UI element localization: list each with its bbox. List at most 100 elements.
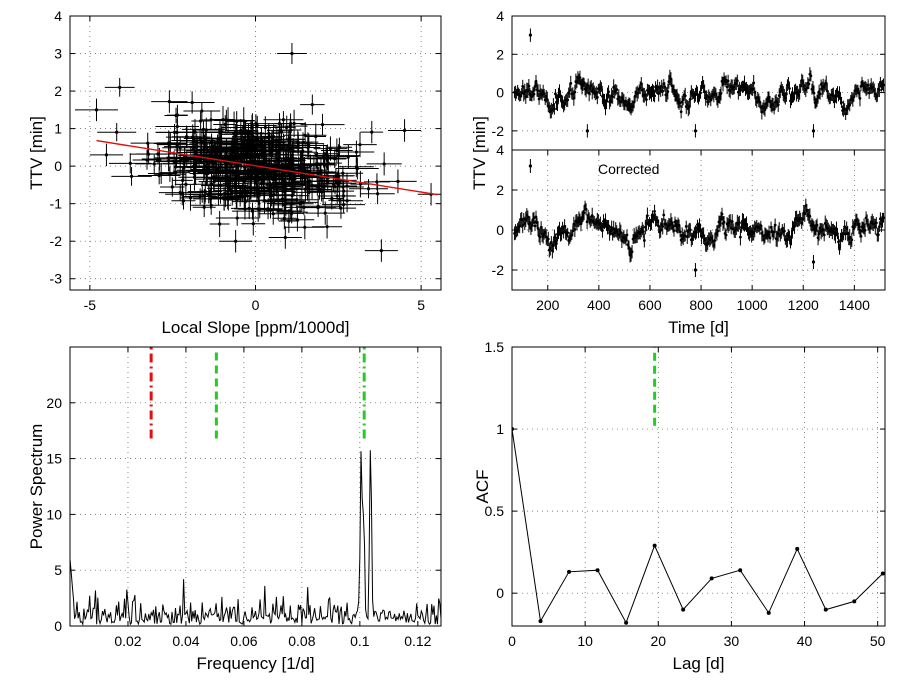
power-y-tick-label: 20 (46, 395, 62, 411)
ttv-x-axis-label: Time [d] (668, 318, 729, 337)
scatter-point (276, 147, 298, 168)
scatter-point-marker (376, 192, 380, 196)
scatter-point-marker (258, 207, 262, 211)
ttv_corrected-point (803, 212, 807, 216)
ttv_raw-point (566, 98, 570, 102)
power-x-tick-label: 0.06 (230, 633, 257, 649)
scatter-point-marker (255, 123, 259, 128)
scatter-outlier-point (89, 143, 123, 167)
scatter-outlier-point-marker (167, 99, 171, 104)
ttv_raw-points (513, 28, 885, 138)
scatter-point-marker (215, 146, 220, 150)
ttv_corrected-point (859, 234, 863, 238)
scatter-point-marker (266, 136, 270, 140)
scatter-point-marker (271, 145, 275, 149)
scatter-point-marker (128, 161, 132, 165)
ttv_corrected-point (730, 220, 734, 224)
scatter-point (97, 123, 137, 142)
scatter-point-marker (254, 171, 258, 175)
acf-x-tick-label: 30 (724, 633, 740, 649)
ttv_raw-point (776, 103, 780, 107)
scatter-point (209, 109, 244, 131)
scatter-point-marker (243, 200, 248, 204)
scatter-point-marker (229, 188, 233, 192)
ttv_raw-point (784, 92, 788, 96)
scatter-outlier-point-marker (118, 85, 122, 89)
power-series (70, 347, 441, 626)
acf-plot-area (512, 347, 885, 626)
acf-point (823, 607, 828, 612)
ttv_corrected-point (601, 228, 604, 232)
ttv_raw-point (607, 90, 610, 94)
scatter-point-marker (287, 162, 291, 166)
ttv_raw-point (693, 129, 698, 133)
scatter-point-marker (277, 174, 281, 179)
scatter-point (204, 134, 231, 161)
scatter-point (180, 184, 201, 211)
ttv_raw-y-tick-label: 2 (496, 46, 504, 62)
scatter-point (348, 179, 389, 199)
scatter-outlier-point (268, 226, 302, 249)
scatter-point-marker (218, 130, 222, 135)
scatter-point (135, 154, 174, 174)
ttv_raw-point (812, 91, 816, 95)
scatter-point (221, 184, 251, 209)
ttv_corrected-point (566, 231, 570, 235)
scatter-point-marker (337, 198, 342, 202)
acf-x-tick-label: 40 (797, 633, 813, 649)
scatter-point-marker (312, 163, 316, 167)
scatter-outlier-point (364, 239, 398, 262)
scatter-point-marker (281, 118, 286, 122)
scatter-point-marker (228, 179, 232, 183)
power-frame (69, 346, 442, 627)
scatter-point-marker (221, 170, 225, 174)
scatter-outlier-point-marker (94, 108, 99, 112)
scatter-point-marker (202, 205, 206, 209)
scatter-y-tick-label: 0 (54, 158, 62, 174)
scatter-point (129, 144, 168, 165)
scatter-point-marker (275, 189, 279, 194)
scatter-point-marker (245, 140, 249, 144)
ttv_corrected-point (767, 230, 771, 234)
ttv_corrected-point (863, 228, 867, 232)
scatter-point (192, 171, 231, 197)
scatter-point-marker (325, 157, 329, 161)
ttv_raw-point (585, 129, 589, 133)
power-x-tick-label: 0.02 (114, 633, 141, 649)
ttv_corrected-point (528, 164, 532, 168)
scatter-point-marker (249, 132, 253, 136)
power-spectrum-line (70, 450, 441, 626)
ttv_corrected-point (724, 233, 728, 237)
scatter-x-axis-label: Local Slope [ppm/1000d] (161, 318, 349, 337)
ttv_raw-point (726, 79, 730, 83)
scatter-point-marker (167, 156, 171, 160)
ttv_raw-point (882, 83, 885, 87)
scatter-point (254, 132, 286, 157)
scatter-point (183, 102, 221, 120)
ttv_raw-point (875, 94, 879, 98)
ttv_raw-y-tick-label: 0 (496, 85, 504, 101)
scatter-point-marker (346, 154, 350, 159)
ttv_raw-point (858, 97, 862, 100)
ttv_raw-point (554, 92, 557, 96)
power-y-tick-label: 10 (46, 506, 62, 522)
ttv_corrected-point (822, 233, 826, 237)
scatter-point (232, 121, 270, 147)
scatter-point-marker (282, 216, 286, 220)
scatter-point (258, 137, 287, 157)
scatter-point-marker (303, 133, 307, 137)
scatter-trend-line (96, 139, 438, 196)
ttv_corrected-frame (511, 149, 886, 291)
ttv_corrected-point (836, 232, 839, 236)
ttv_corrected-point (555, 242, 558, 245)
scatter-point-marker (152, 162, 156, 166)
scatter-point (320, 187, 343, 210)
ttv_corrected-point (817, 232, 821, 236)
ttv_corrected-point (737, 221, 741, 225)
ttv_raw-point (615, 88, 619, 91)
scatter-point-marker (303, 187, 308, 192)
ttv_raw-point (553, 107, 556, 111)
power-x-tick-label: 0.04 (172, 633, 199, 649)
scatter-point-marker (273, 171, 277, 175)
ttv_raw-point (699, 91, 702, 95)
